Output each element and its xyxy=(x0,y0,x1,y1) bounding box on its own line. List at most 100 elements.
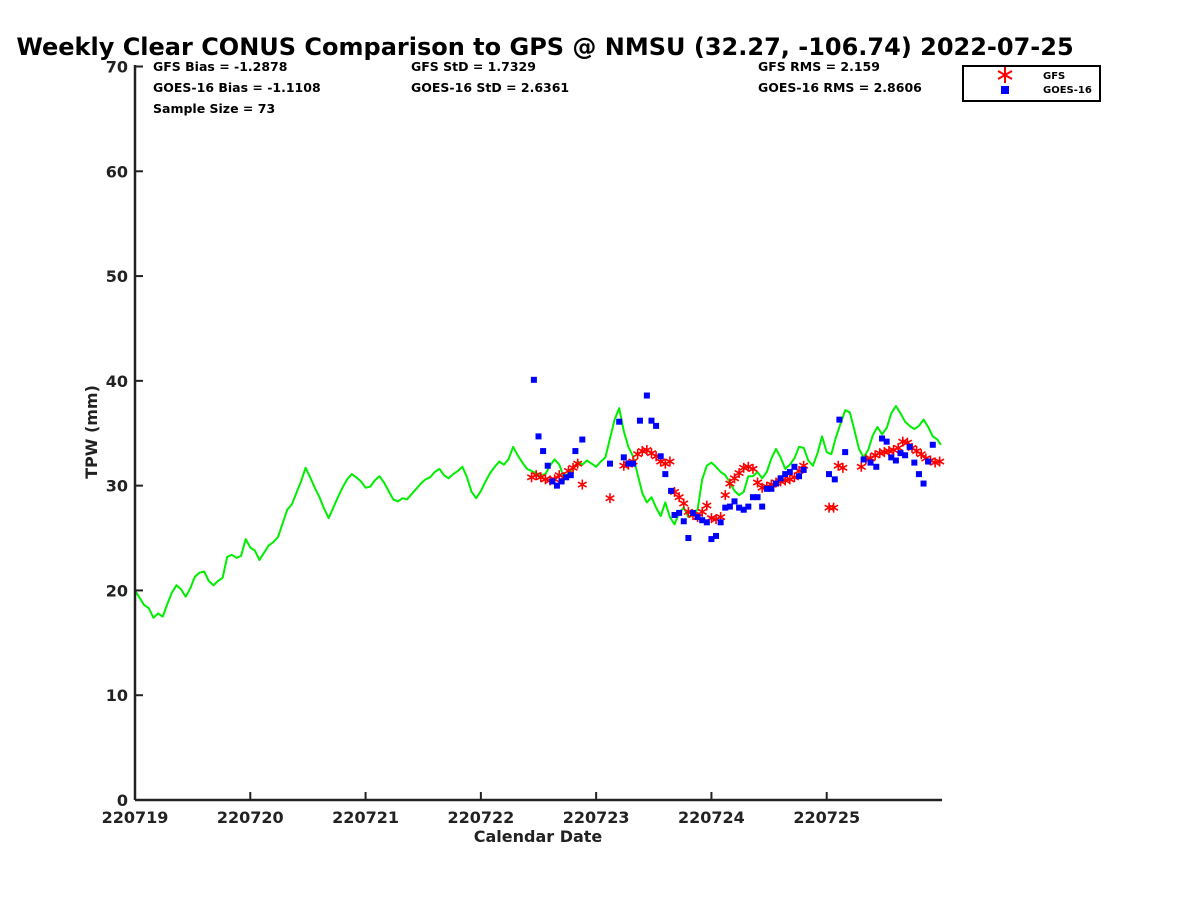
goes-point xyxy=(544,462,551,469)
y-ticks: 0 10 20 30 40 50 60 70 xyxy=(106,58,143,810)
gfs-point xyxy=(674,492,684,503)
goes-point xyxy=(726,503,733,510)
gfs-point xyxy=(916,449,926,460)
goes-point xyxy=(836,416,843,423)
legend: GFS GOES-16 xyxy=(962,65,1101,102)
goes-point xyxy=(906,443,913,450)
gfs-point xyxy=(577,479,588,490)
stat-gfs-std: GFS StD = 1.7329 xyxy=(411,59,536,74)
stat-goes-rms: GOES-16 RMS = 2.8606 xyxy=(758,80,922,95)
gfs-point xyxy=(605,493,615,504)
goes-point xyxy=(535,433,542,440)
goes-point xyxy=(786,469,793,476)
goes-point xyxy=(643,392,650,399)
goes-point xyxy=(685,535,692,542)
goes-point xyxy=(772,480,779,487)
goes-point xyxy=(791,463,798,470)
goes-point xyxy=(662,471,669,478)
gfs-point xyxy=(720,490,731,501)
legend-gfs-marker-icon xyxy=(997,67,1013,83)
goes-point xyxy=(572,448,579,455)
y-tick-label: 0 xyxy=(117,791,128,810)
goes-point xyxy=(915,471,922,478)
y-tick-label: 70 xyxy=(106,58,128,77)
goes-point xyxy=(920,480,927,487)
x-tick-label: 220719 xyxy=(102,808,169,827)
stat-sample-size: Sample Size = 73 xyxy=(153,101,275,116)
goes-point xyxy=(759,503,766,510)
stat-goes-bias: GOES-16 Bias = -1.1108 xyxy=(153,80,321,95)
goes-point xyxy=(671,511,678,518)
goes-point xyxy=(680,518,687,525)
gfs-point xyxy=(568,462,578,473)
gfs-point xyxy=(828,502,839,513)
goes-point xyxy=(616,418,623,425)
goes-point xyxy=(897,450,904,457)
goes-point xyxy=(668,487,675,494)
x-tick-label: 220722 xyxy=(447,808,514,827)
goes-point xyxy=(842,449,849,456)
stat-gfs-rms: GFS RMS = 2.159 xyxy=(758,59,880,74)
goes-point xyxy=(873,463,880,470)
goes-point xyxy=(892,457,899,464)
gfs-point xyxy=(934,456,945,467)
x-ticks: 220719 220720 220721 220722 220723 220724 2207… xyxy=(102,792,860,827)
goes-point xyxy=(636,417,643,424)
goes-point xyxy=(722,504,729,511)
goes-point xyxy=(563,474,570,481)
goes-point xyxy=(879,435,886,442)
gfs-point xyxy=(748,463,758,474)
goes-point xyxy=(902,452,909,459)
legend-goes-label: GOES-16 xyxy=(1043,85,1092,96)
stat-goes-std: GOES-16 StD = 2.6361 xyxy=(411,80,569,95)
goes-point xyxy=(689,509,696,516)
goes-point xyxy=(717,519,724,526)
goes-point xyxy=(549,478,556,485)
legend-box xyxy=(962,65,1101,102)
goes-point xyxy=(860,456,867,463)
goes-point xyxy=(699,517,706,524)
y-tick-label: 30 xyxy=(106,477,128,496)
goes-point xyxy=(558,478,565,485)
x-tick-label: 220725 xyxy=(793,808,860,827)
goes-point xyxy=(540,448,547,455)
gfs-point xyxy=(838,462,848,473)
goes-point xyxy=(740,506,747,513)
y-axis-label: TPW (mm) xyxy=(82,385,101,479)
goes-point xyxy=(694,514,701,521)
goes-point xyxy=(796,473,803,480)
goes-point xyxy=(731,498,738,505)
goes-point xyxy=(630,460,637,467)
legend-gfs-label: GFS xyxy=(1043,71,1065,82)
x-tick-label: 220720 xyxy=(217,808,284,827)
gfs-point xyxy=(665,456,675,467)
goes-point xyxy=(579,436,586,443)
gfs-point xyxy=(679,498,689,509)
goes-point xyxy=(826,471,833,478)
goes-point xyxy=(567,472,574,479)
legend-goes-marker-icon xyxy=(1001,86,1009,94)
goes-point xyxy=(800,466,807,473)
goes-point xyxy=(883,438,890,445)
goes-point xyxy=(648,417,655,424)
gfs-point xyxy=(572,458,583,469)
y-tick-label: 60 xyxy=(106,162,128,181)
goes-point xyxy=(708,536,715,543)
goes-point xyxy=(768,485,775,492)
goes-point xyxy=(625,460,632,467)
goes-point xyxy=(676,509,683,516)
goes-point xyxy=(606,460,613,467)
goes-point xyxy=(831,476,838,483)
chart-title: Weekly Clear CONUS Comparison to GPS @ N… xyxy=(16,33,1073,61)
goes-point xyxy=(867,459,874,466)
series-goes-16 xyxy=(530,376,936,543)
goes-point xyxy=(782,471,789,478)
goes-point xyxy=(925,458,932,465)
goes-point xyxy=(530,376,537,383)
goes-point xyxy=(620,454,627,461)
x-tick-label: 220721 xyxy=(332,808,399,827)
goes-point xyxy=(749,494,756,501)
goes-point xyxy=(657,453,664,460)
